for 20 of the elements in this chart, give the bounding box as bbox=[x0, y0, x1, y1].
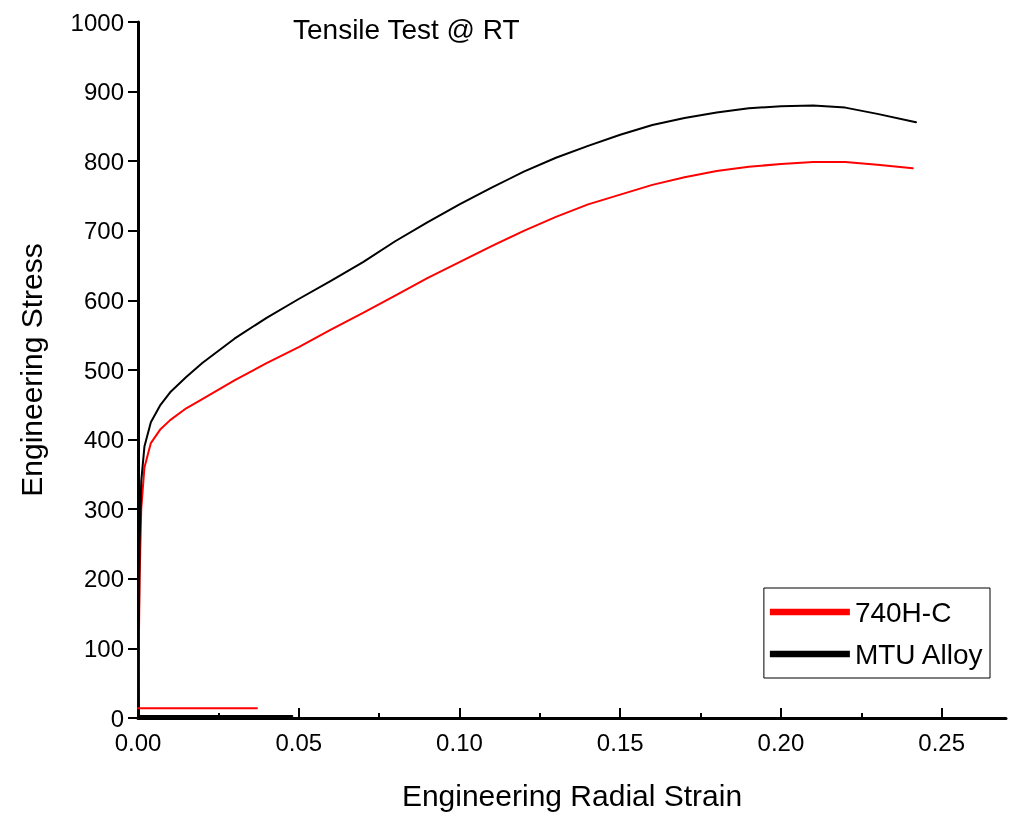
y-tick-label: 500 bbox=[83, 356, 124, 384]
y-tick-label: 700 bbox=[83, 217, 124, 245]
x-tick-label: 0.25 bbox=[918, 728, 966, 756]
x-tick-label: 0.05 bbox=[275, 728, 323, 756]
y-tick-label: 800 bbox=[83, 147, 124, 175]
x-axis-title: Engineering Radial Strain bbox=[401, 778, 743, 812]
y-axis-title: Engineering Stress bbox=[14, 243, 48, 497]
legend-label: MTU Alloy bbox=[854, 638, 983, 670]
x-tick-label: 0.15 bbox=[596, 728, 644, 756]
x-tick-label: 0.10 bbox=[436, 728, 483, 756]
y-tick-label: 600 bbox=[83, 286, 124, 314]
y-tick-label: 900 bbox=[83, 78, 124, 106]
y-tick-label: 100 bbox=[83, 634, 124, 662]
y-tick-label: 200 bbox=[83, 565, 124, 593]
y-tick-label: 300 bbox=[83, 495, 124, 523]
y-tick-label: 1000 bbox=[70, 8, 124, 36]
y-tick-label: 400 bbox=[83, 426, 124, 454]
legend-label: 740H-C bbox=[854, 596, 952, 628]
x-tick-label: 0.20 bbox=[757, 728, 805, 756]
chart-title: Tensile Test @ RT bbox=[293, 13, 520, 45]
